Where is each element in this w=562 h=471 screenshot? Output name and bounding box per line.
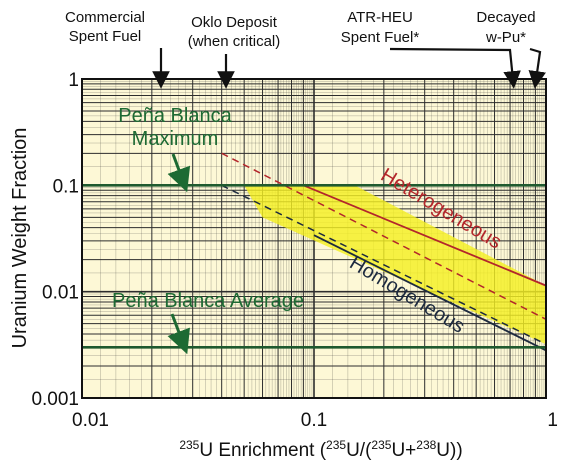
shaded-region-polygon xyxy=(244,185,546,345)
pena-blanca-maximum-label: Maximum xyxy=(132,128,219,150)
homogeneous-solid-line xyxy=(313,234,547,352)
pena-blanca-maximum-arrow xyxy=(167,153,191,193)
y-tick-label: 0.1 xyxy=(53,176,79,197)
top-annotation-label: ATR-HEU xyxy=(347,9,413,26)
y-tick-label: 1 xyxy=(68,70,79,91)
annotations: Commercial Spent Fuel Oklo Deposit (when cr… xyxy=(65,9,546,89)
top-annotation-label: Commercial xyxy=(65,9,145,26)
x-tick-label: 0.01 xyxy=(72,410,109,431)
heterogeneous-dashed-line xyxy=(221,152,547,320)
horizontal-lines xyxy=(82,184,546,349)
plot-border xyxy=(81,78,547,399)
shaded-region xyxy=(244,185,546,345)
x-tick-label: 1 xyxy=(547,410,558,431)
heterogeneous-solid-line xyxy=(303,184,547,287)
top-annotation-label: Spent Fuel xyxy=(69,28,142,45)
y-axis-label: Uranium Weight Fraction xyxy=(9,128,31,349)
pena-blanca-maximum-label: Peña Blanca xyxy=(118,105,232,127)
x-axis-label: 235U Enrichment (235U/(235U+238U)) xyxy=(179,438,462,461)
pena-blanca-average-label: Peña Blanca Average xyxy=(112,290,304,312)
top-annotation-label: Oklo Deposit xyxy=(191,14,278,31)
top-annotation-label: Spent Fuel* xyxy=(341,29,420,46)
series-lines xyxy=(221,152,547,352)
annotation-arrow xyxy=(389,47,521,89)
top-annotation-label: w-Pu* xyxy=(485,29,526,46)
annotation-arrow xyxy=(528,47,546,89)
y-tick-label: 0.001 xyxy=(31,389,79,410)
pena-blanca-average-arrow xyxy=(167,313,190,355)
x-tick-label: 0.1 xyxy=(301,410,327,431)
top-annotation-label: Decayed xyxy=(476,9,535,26)
y-tick-label: 0.01 xyxy=(42,283,79,304)
top-annotation-label: (when critical) xyxy=(188,33,281,50)
homogeneous-dashed-line xyxy=(221,184,547,345)
